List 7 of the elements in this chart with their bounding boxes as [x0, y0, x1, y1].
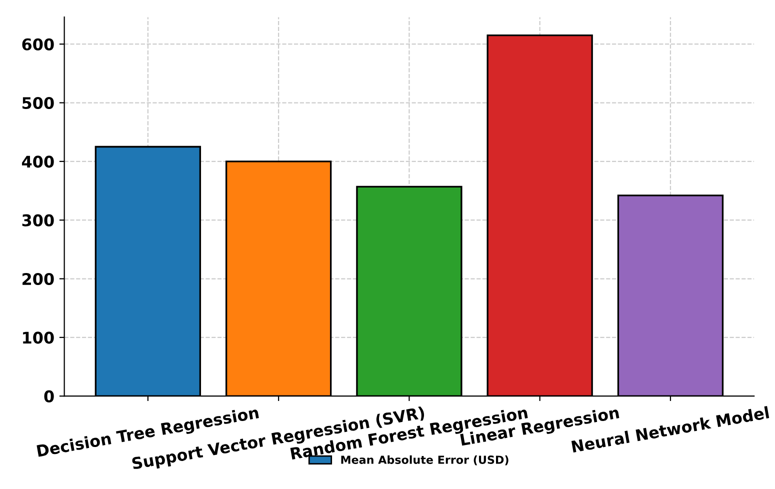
y-tick-label: 100	[23, 332, 54, 344]
y-tick-label: 600	[22, 38, 54, 50]
y-tick-label: 0	[44, 390, 54, 402]
y-tick-label: 500	[22, 96, 54, 110]
y-tick-label: 300	[22, 214, 54, 226]
y-tick-label: 200	[22, 272, 54, 286]
y-tick-label: 400	[22, 156, 54, 168]
